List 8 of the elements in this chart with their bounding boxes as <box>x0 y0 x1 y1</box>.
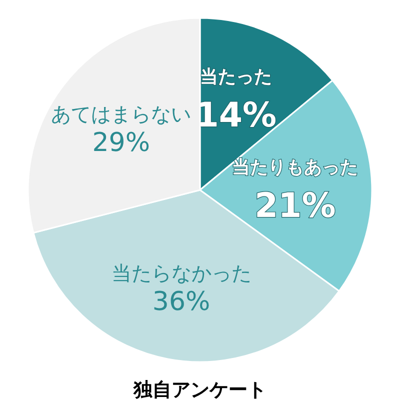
text: 独自アンケート <box>132 379 266 401</box>
slice-label: 当たりもあった <box>232 156 358 178</box>
data-label: 36% <box>152 286 210 317</box>
data-label: 21% <box>254 186 336 226</box>
slice-label: あてはまらない <box>51 102 192 126</box>
slice-label: 当たらなかった <box>111 260 252 285</box>
slice-label: 当たった <box>200 66 272 88</box>
data-label: 29% <box>92 128 150 158</box>
